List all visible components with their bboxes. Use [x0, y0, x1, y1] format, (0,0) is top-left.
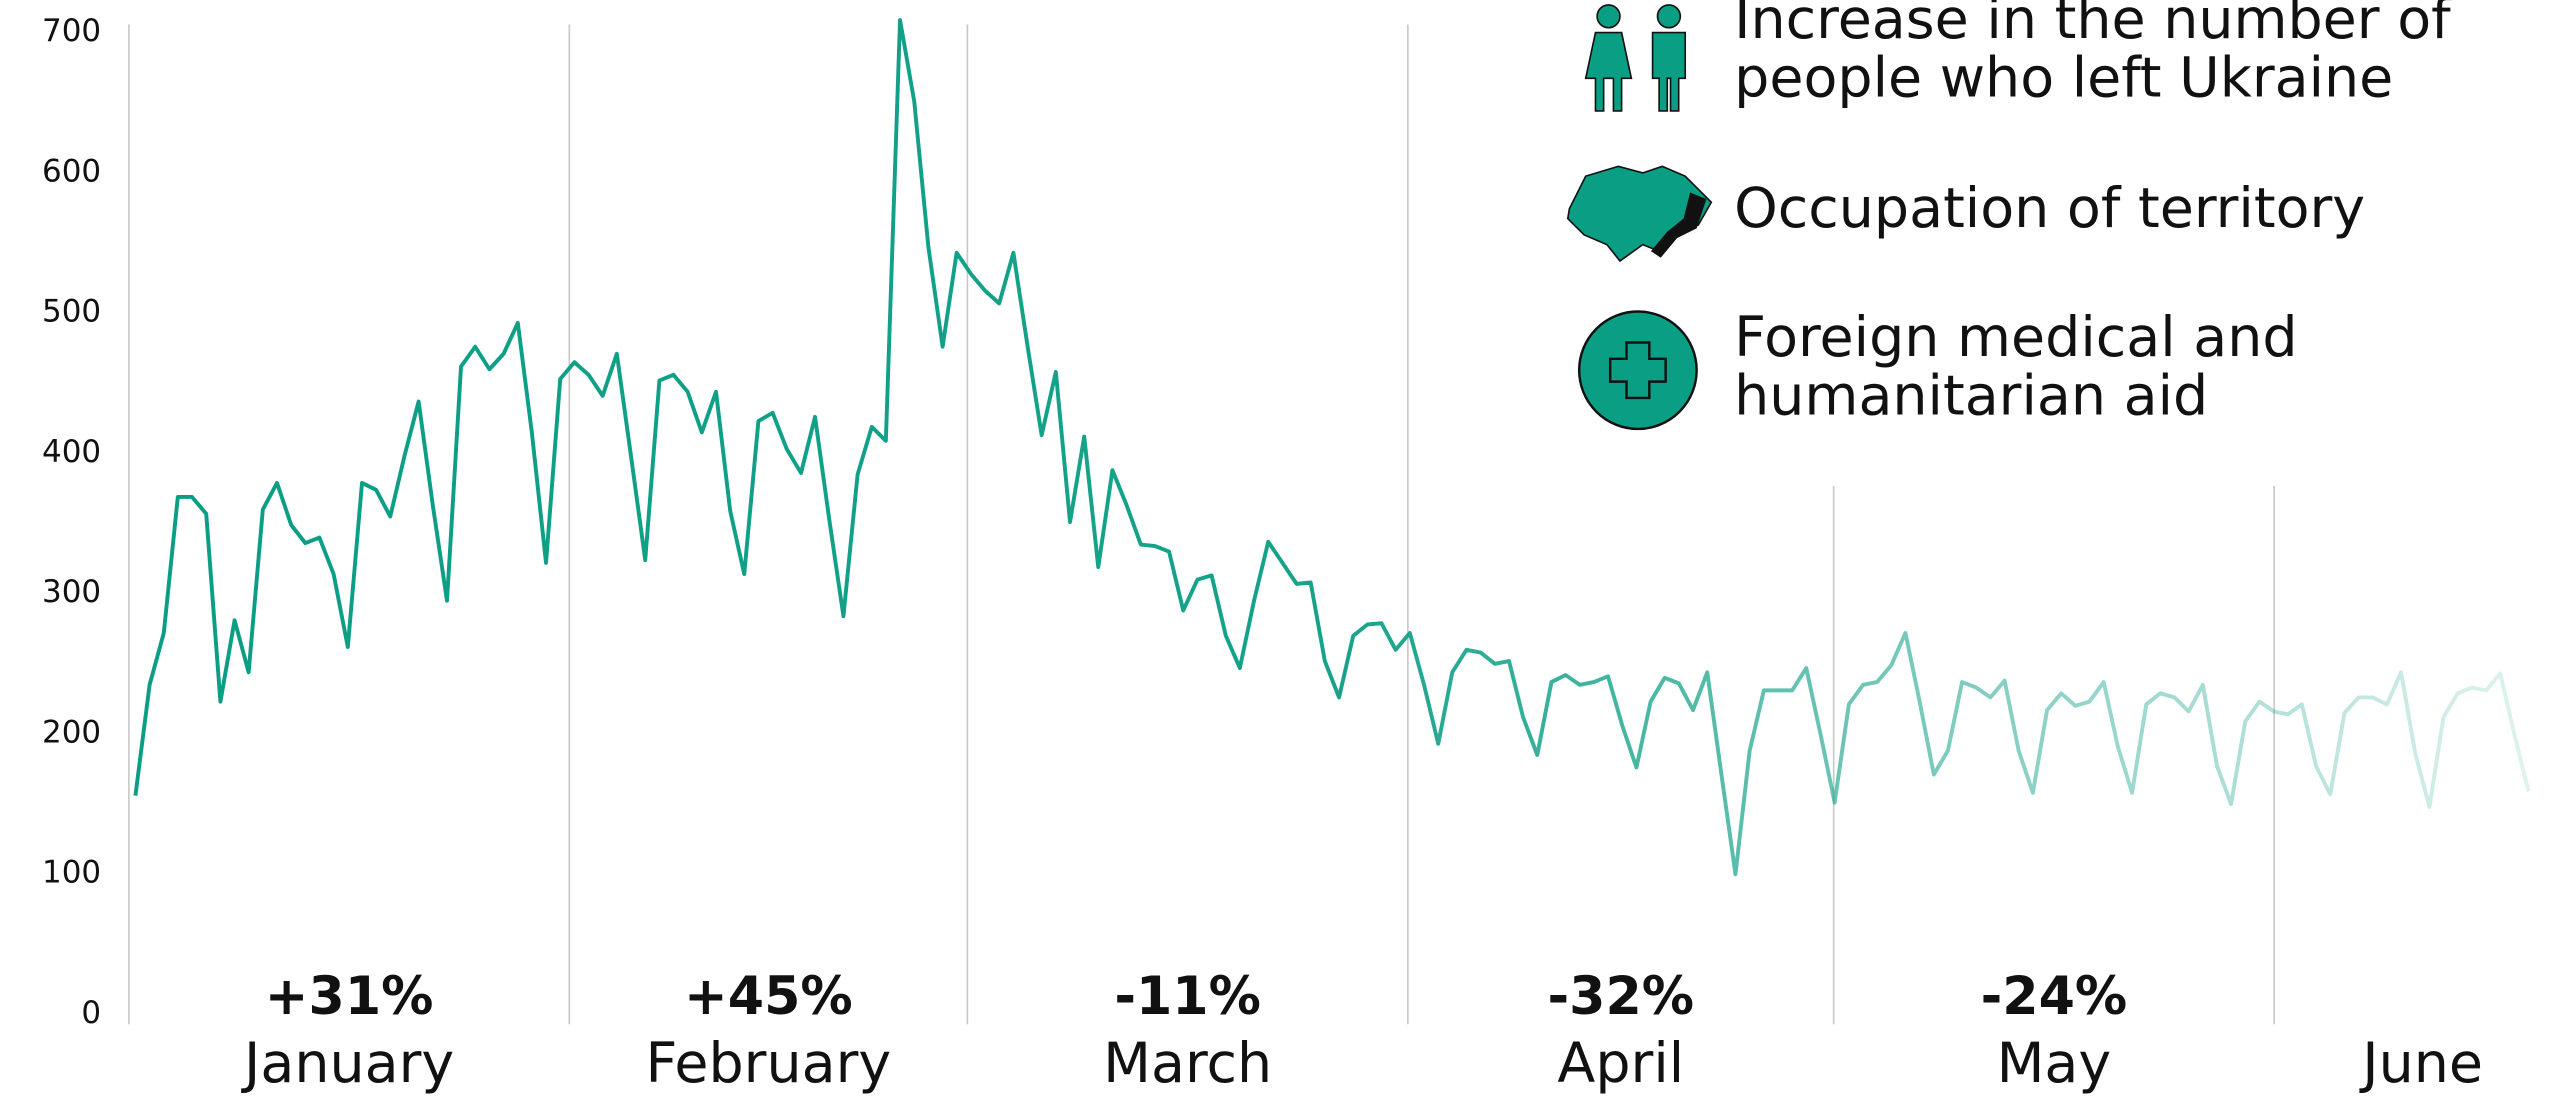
y-tick-label: 100 [42, 855, 101, 891]
change-label: +45% [684, 967, 853, 1027]
month-label: June [2359, 1032, 2483, 1096]
legend-text: Foreign medical and [1734, 306, 2297, 370]
y-tick-label: 500 [42, 294, 101, 330]
legend-text: Occupation of territory [1734, 177, 2365, 241]
medical-icon [1577, 310, 1698, 431]
legend-text: people who left Ukraine [1734, 47, 2393, 111]
change-label: +31% [265, 967, 434, 1027]
y-tick-label: 400 [42, 434, 101, 470]
month-label: February [646, 1032, 892, 1096]
y-tick-label: 600 [42, 153, 101, 189]
data-line [133, 18, 2531, 877]
legend-text: Increase in the number of [1734, 0, 2452, 52]
y-tick-label: 200 [42, 714, 101, 750]
map-icon [1566, 165, 1713, 263]
month-label: March [1103, 1032, 1272, 1096]
month-label: January [241, 1032, 454, 1096]
legend-text: humanitarian aid [1734, 365, 2208, 429]
y-tick-label: 300 [42, 574, 101, 610]
people-icon [1584, 4, 1687, 112]
y-tick-label: 0 [81, 995, 101, 1031]
change-label: -32% [1547, 967, 1694, 1027]
change-label: -24% [1981, 967, 2128, 1027]
y-tick-label: 700 [42, 13, 101, 49]
month-label: April [1557, 1032, 1684, 1096]
change-label: -11% [1114, 967, 1261, 1027]
month-label: May [1997, 1032, 2112, 1096]
